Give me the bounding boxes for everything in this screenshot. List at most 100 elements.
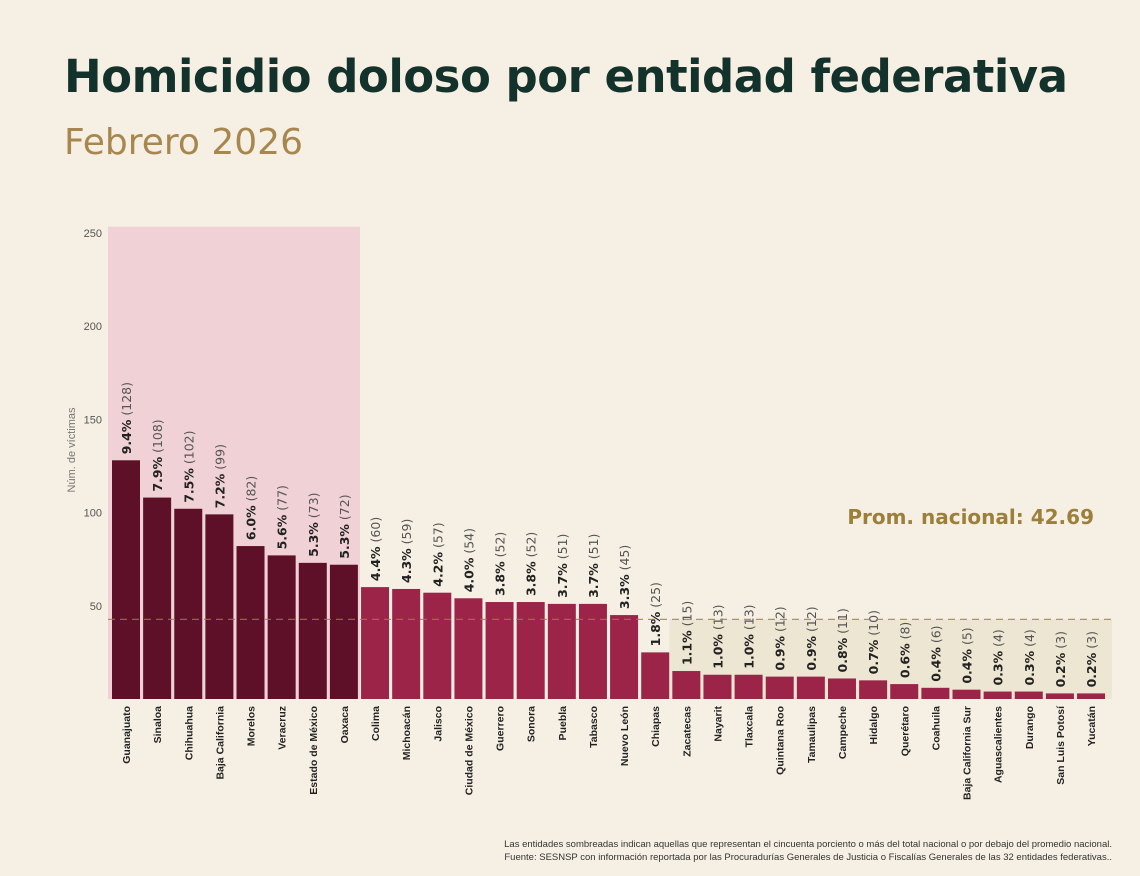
bar-27 (952, 689, 981, 699)
bar-5 (267, 555, 296, 699)
bar-6 (298, 562, 327, 699)
bar-16 (610, 615, 639, 699)
bar-28 (983, 691, 1012, 699)
count-label: (10) (866, 610, 881, 640)
bar-30 (1045, 693, 1074, 699)
category-label: Chihuahua (183, 706, 195, 760)
count-label: (4) (1022, 629, 1037, 651)
percent-label: 6.0% (244, 505, 259, 540)
data-label: 0.3% (4) (991, 629, 1006, 685)
bar-29 (1014, 691, 1043, 699)
count-label: (59) (399, 519, 414, 549)
count-label: (6) (928, 625, 943, 647)
category-label: Baja California Sur (962, 706, 974, 800)
category-label: Sinaloa (152, 706, 164, 744)
y-tick-label: 200 (84, 321, 102, 333)
data-label: 1.8% (25) (648, 582, 663, 646)
percent-label: 7.2% (212, 473, 227, 508)
data-label: 0.6% (8) (897, 622, 912, 678)
bar-2 (174, 508, 203, 699)
data-label: 3.8% (52) (493, 532, 508, 596)
y-tick-label: 100 (84, 508, 102, 520)
percent-label: 0.9% (804, 635, 819, 670)
percent-label: 1.0% (742, 634, 757, 669)
bar-0 (112, 460, 140, 699)
data-label: 1.1% (15) (679, 601, 694, 665)
data-label: 3.3% (45) (617, 545, 632, 609)
percent-label: 1.1% (679, 630, 694, 665)
average-label: Prom. nacional: 42.69 (847, 505, 1094, 529)
percent-label: 9.4% (119, 419, 134, 454)
count-label: (128) (119, 382, 134, 420)
category-label: Guerrero (495, 706, 507, 751)
bar-12 (485, 602, 514, 699)
data-label: 7.2% (99) (212, 444, 227, 508)
data-label: 3.8% (52) (524, 532, 539, 596)
percent-label: 0.4% (960, 649, 975, 684)
bar-13 (516, 602, 545, 699)
count-label: (4) (991, 629, 1006, 651)
percent-label: 0.9% (773, 635, 788, 670)
percent-label: 0.6% (897, 643, 912, 678)
data-label: 3.7% (51) (555, 534, 570, 598)
bar-22 (796, 676, 825, 699)
percent-label: 0.3% (991, 650, 1006, 685)
bar-3 (205, 514, 234, 699)
y-tick-label: 250 (84, 228, 102, 240)
bar-25 (890, 684, 919, 699)
y-tick-label: 150 (84, 414, 102, 426)
y-axis-label: Núm. de víctimas (66, 407, 78, 492)
data-label: 4.0% (54) (461, 528, 476, 592)
data-label: 4.2% (57) (430, 522, 445, 586)
category-label: Tlaxcala (744, 706, 756, 748)
count-label: (77) (275, 485, 290, 515)
percent-label: 3.7% (555, 563, 570, 598)
bar-8 (361, 587, 390, 699)
data-label: 0.9% (12) (804, 606, 819, 670)
y-tick-label: 50 (90, 601, 102, 613)
category-label: Querétaro (899, 706, 911, 756)
percent-label: 5.6% (275, 514, 290, 549)
bar-9 (392, 588, 421, 699)
count-label: (51) (586, 534, 601, 564)
data-label: 0.2% (3) (1084, 631, 1099, 687)
count-label: (99) (212, 444, 227, 474)
count-label: (82) (244, 476, 259, 506)
count-label: (15) (679, 601, 694, 631)
category-label: Michoacán (401, 706, 413, 760)
category-label: Guanajuato (121, 706, 133, 764)
count-label: (54) (461, 528, 476, 558)
count-label: (57) (430, 522, 445, 552)
count-label: (60) (368, 517, 383, 547)
footnote-source: Fuente: SESNSP con información reportada… (504, 852, 1112, 863)
category-label: Chiapas (650, 706, 662, 747)
bar-23 (827, 678, 856, 699)
percent-label: 4.4% (368, 546, 383, 581)
bar-7 (329, 564, 358, 699)
percent-label: 1.0% (710, 634, 725, 669)
category-label: Baja California (214, 706, 226, 780)
percent-label: 0.3% (1022, 650, 1037, 685)
percent-label: 0.2% (1053, 652, 1068, 687)
category-label: Veracruz (277, 706, 289, 750)
category-label: Campeche (837, 706, 849, 759)
chart-subtitle: Febrero 2026 (64, 122, 303, 163)
category-label: Colima (370, 706, 382, 741)
percent-label: 5.3% (337, 524, 352, 559)
data-label: 0.7% (10) (866, 610, 881, 674)
category-label: Jalisco (432, 706, 444, 742)
category-label: Ciudad de México (463, 706, 475, 795)
bar-1 (143, 497, 172, 699)
percent-label: 0.4% (928, 647, 943, 682)
data-label: 0.4% (5) (960, 627, 975, 683)
category-label: Tabasco (588, 706, 600, 748)
percent-label: 0.2% (1084, 652, 1099, 687)
data-label: 0.3% (4) (1022, 629, 1037, 685)
category-label: Durango (1024, 706, 1036, 749)
count-label: (12) (773, 606, 788, 636)
data-label: 6.0% (82) (244, 476, 259, 540)
category-label: Estado de México (308, 706, 320, 795)
count-label: (108) (150, 419, 165, 457)
bar-19 (703, 674, 732, 699)
